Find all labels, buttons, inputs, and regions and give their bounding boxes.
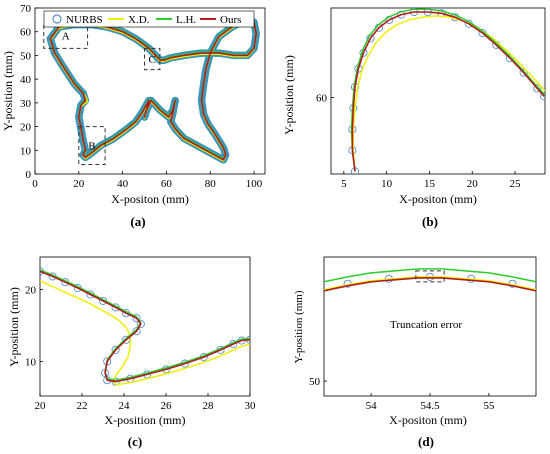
panel-c-series-nurbs-point xyxy=(132,327,141,336)
panel-c: 20 22 24 26 28 30 10 20 X-position (mm) Y-posit… xyxy=(7,256,256,449)
panel-d-xtick-label: 54 xyxy=(366,400,378,412)
panel-c-series-x-d xyxy=(40,280,250,386)
panel-c-label: (c) xyxy=(128,434,142,449)
legend-lh-label: L.H. xyxy=(176,14,196,26)
panel-d-marks xyxy=(324,268,536,292)
panel-c-series-l-h xyxy=(40,269,250,381)
panel-c-xtick-label: 20 xyxy=(35,400,47,412)
panel-a-ytick-label: 70 xyxy=(20,3,32,15)
panel-b: 5 10 15 20 25 60 X-positon (mm) Y-position (m… xyxy=(282,7,546,229)
panel-b-label: (b) xyxy=(422,214,438,229)
panel-d-series-ours xyxy=(324,277,536,292)
panel-b-ticks: 5 10 15 20 25 60 xyxy=(316,93,521,190)
panel-a-xtick-label: 60 xyxy=(161,178,173,190)
panel-d-series-x-d xyxy=(324,276,536,291)
panel-c-xtick-label: 28 xyxy=(203,400,215,412)
panel-d-ylabel: Y-position (mm) xyxy=(293,290,305,363)
panel-c-xtick-label: 30 xyxy=(245,400,257,412)
panel-b-xtick-label: 25 xyxy=(510,178,522,190)
panel-d-xtick-label: 55 xyxy=(483,400,495,412)
panel-b-series-nurbs-point xyxy=(540,92,545,101)
panel-b-plot-area xyxy=(348,8,545,174)
panel-a-ytick-label: 50 xyxy=(20,50,32,62)
panel-a-label: (a) xyxy=(130,214,145,229)
panel-c-ytick-label: 10 xyxy=(25,356,37,368)
panel-a-xtick-label: 80 xyxy=(205,178,217,190)
legend-xd-label: X.D. xyxy=(128,14,150,26)
panel-a-xtick-label: 40 xyxy=(117,178,129,190)
panel-a-zoom-box-c xyxy=(144,47,161,71)
panel-a-ytick-label: 40 xyxy=(20,74,32,86)
panel-b-frame xyxy=(330,7,546,175)
panel-a-xtick-label: 20 xyxy=(73,178,85,190)
panel-b-xtick-label: 20 xyxy=(467,178,479,190)
panel-d-zoom-box-0 xyxy=(415,270,445,283)
panel-a-zoom-label-b: B xyxy=(88,141,95,153)
panel-b-xtick-label: 10 xyxy=(381,178,393,190)
panel-d-ytick-label: 50 xyxy=(309,376,321,388)
panel-a-xlabel: X-positon (mm) xyxy=(111,192,189,206)
panel-a-xtick-label: 0 xyxy=(32,178,38,190)
legend-nurbs-marker xyxy=(52,14,62,24)
panel-a-zoom-label-c: C xyxy=(149,54,156,66)
panel-d-series-l-h xyxy=(324,268,536,283)
panel-d: 54 54.5 55 50 Truncation error X-positon (m… xyxy=(293,256,537,449)
panel-c-xtick-label: 22 xyxy=(77,400,88,412)
panel-b-ylabel: Y-position (mm) xyxy=(282,55,296,135)
panel-c-marks xyxy=(40,267,250,386)
panel-b-series-ours xyxy=(351,11,545,172)
panel-b-xtick-label: 15 xyxy=(424,178,436,190)
panel-d-ticks: 54 54.5 55 50 xyxy=(309,376,495,412)
legend: NURBS X.D. L.H. Ours xyxy=(43,10,255,28)
panel-c-xtick-label: 26 xyxy=(161,400,173,412)
panel-c-series-nurbs-point xyxy=(136,319,145,329)
legend-nurbs-label: NURBS xyxy=(66,14,103,26)
panel-c-series-ours xyxy=(40,270,250,383)
panel-b-ytick-label: 60 xyxy=(316,93,328,105)
panel-b-series-x-d xyxy=(352,15,545,172)
panel-b-xtick-label: 5 xyxy=(341,178,347,190)
panel-a-ytick-label: 60 xyxy=(20,27,32,39)
legend-box xyxy=(43,10,255,28)
panel-c-plot-area xyxy=(40,267,250,386)
panel-c-xtick-label: 24 xyxy=(119,400,131,412)
panel-a-zoom-label-a: A xyxy=(62,30,70,42)
panel-a-ytick-label: 20 xyxy=(20,122,32,134)
legend-ours-label: Ours xyxy=(220,14,241,26)
panel-b-series-nurbs-point xyxy=(533,84,542,93)
panel-a-ytick-label: 10 xyxy=(20,145,32,157)
panel-d-label: (d) xyxy=(418,434,434,449)
panel-c-ticks: 20 22 24 26 28 30 10 20 xyxy=(25,284,256,412)
panel-d-plot-area xyxy=(324,268,536,292)
panel-c-series-nurbs-point xyxy=(111,345,120,354)
panel-b-marks xyxy=(348,8,545,174)
panel-d-xtick-label: 54.5 xyxy=(420,400,440,412)
panel-a-ytick-label: 30 xyxy=(20,98,32,110)
panel-a-zoom-box-b xyxy=(78,126,106,166)
panel-c-xlabel: X-position (mm) xyxy=(105,413,186,427)
panel-b-series-nurbs-point xyxy=(519,68,528,77)
panel-d-xlabel: X-positon (mm) xyxy=(389,413,467,427)
panel-d-annotation: Truncation error xyxy=(390,319,462,331)
panel-c-ylabel: Y-position (mm) xyxy=(7,287,21,367)
panel-a-ytick-label: 0 xyxy=(26,169,32,181)
panel-a-ylabel: Y-position (mm) xyxy=(1,51,15,131)
panel-c-ytick-label: 20 xyxy=(25,284,37,296)
panel-a-xtick-label: 100 xyxy=(246,178,263,190)
panel-b-series-l-h xyxy=(350,8,545,172)
panel-b-xlabel: X-positon (mm) xyxy=(399,192,477,206)
panel-c-series-nurbs-point xyxy=(132,314,141,323)
panel-a: A B C 0 20 40 60 80 100 0 10 20 30 40 50 60 70 NURBS X.… xyxy=(1,3,266,229)
panel-a-ticks: 0 20 40 60 80 100 0 10 20 30 40 50 60 70 xyxy=(20,3,263,190)
